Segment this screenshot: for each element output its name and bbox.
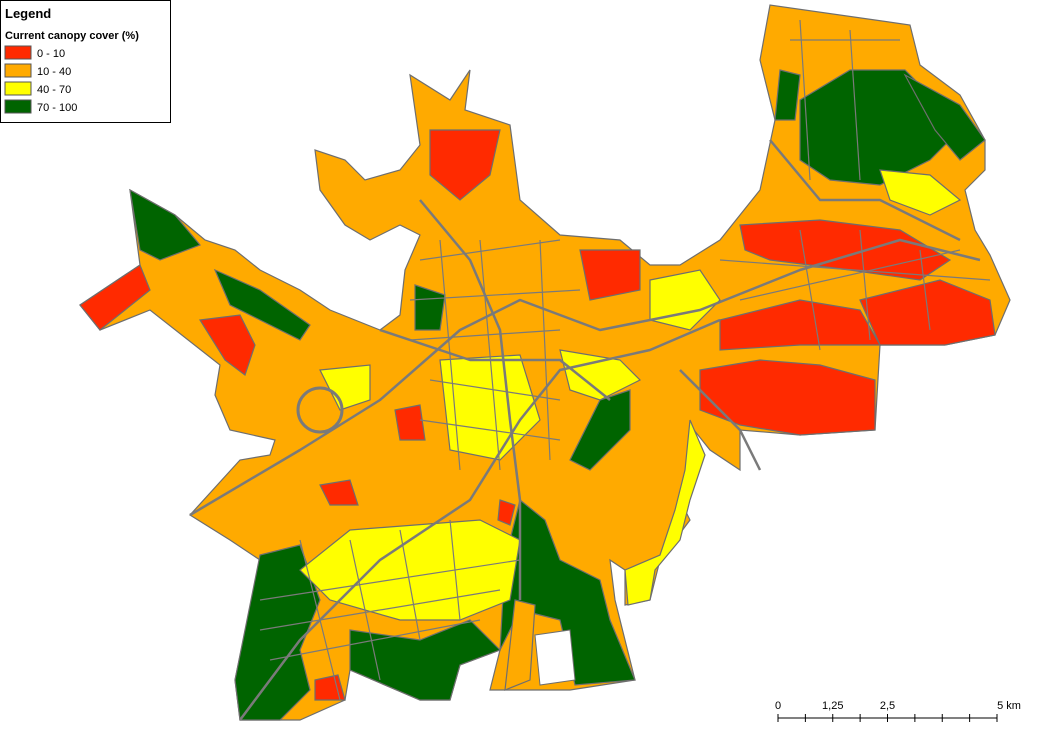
road xyxy=(189,238,981,517)
yellow-area xyxy=(649,269,721,331)
red-area xyxy=(739,219,952,281)
scale-label: 0 xyxy=(775,700,781,712)
lake xyxy=(534,629,576,686)
red-area xyxy=(314,674,346,701)
forest xyxy=(414,284,446,331)
red-area xyxy=(497,499,516,526)
yellow-area xyxy=(624,419,706,606)
road xyxy=(769,139,961,242)
legend-label: 10 - 40 xyxy=(37,66,71,78)
red-area xyxy=(579,249,641,301)
legend-subtitle: Current canopy cover (%) xyxy=(5,30,139,42)
legend-swatch xyxy=(4,63,32,78)
red-area xyxy=(319,479,359,506)
legend-swatch xyxy=(4,81,32,96)
road xyxy=(679,369,762,471)
scale-label: 5 km xyxy=(997,700,1021,712)
legend-swatch xyxy=(4,99,32,114)
legend-swatch xyxy=(4,45,32,60)
forest xyxy=(129,188,202,261)
forest xyxy=(499,498,636,686)
forest xyxy=(234,544,321,721)
red-area xyxy=(198,314,256,376)
red-area xyxy=(699,359,876,436)
legend-label: 40 - 70 xyxy=(37,84,71,96)
road xyxy=(419,199,522,600)
scale-label: 2,5 xyxy=(880,700,895,712)
roads xyxy=(189,19,991,721)
red-area xyxy=(429,129,501,201)
forest xyxy=(213,268,311,341)
scale-label: 1,25 xyxy=(822,700,843,712)
red-area xyxy=(79,264,151,331)
yellow-area xyxy=(879,169,962,216)
forest xyxy=(569,389,631,471)
red-area xyxy=(394,404,426,441)
legend-label: 70 - 100 xyxy=(37,102,77,114)
yellow-area xyxy=(319,364,371,411)
forest xyxy=(774,69,801,121)
forest xyxy=(903,73,986,161)
orange-area xyxy=(504,599,536,691)
street-grid xyxy=(259,19,991,701)
road xyxy=(239,318,721,721)
roundabout xyxy=(296,386,344,434)
road xyxy=(379,328,611,401)
legend-title: Legend xyxy=(5,6,51,21)
forest xyxy=(349,619,502,701)
legend-label: 0 - 10 xyxy=(37,48,65,60)
